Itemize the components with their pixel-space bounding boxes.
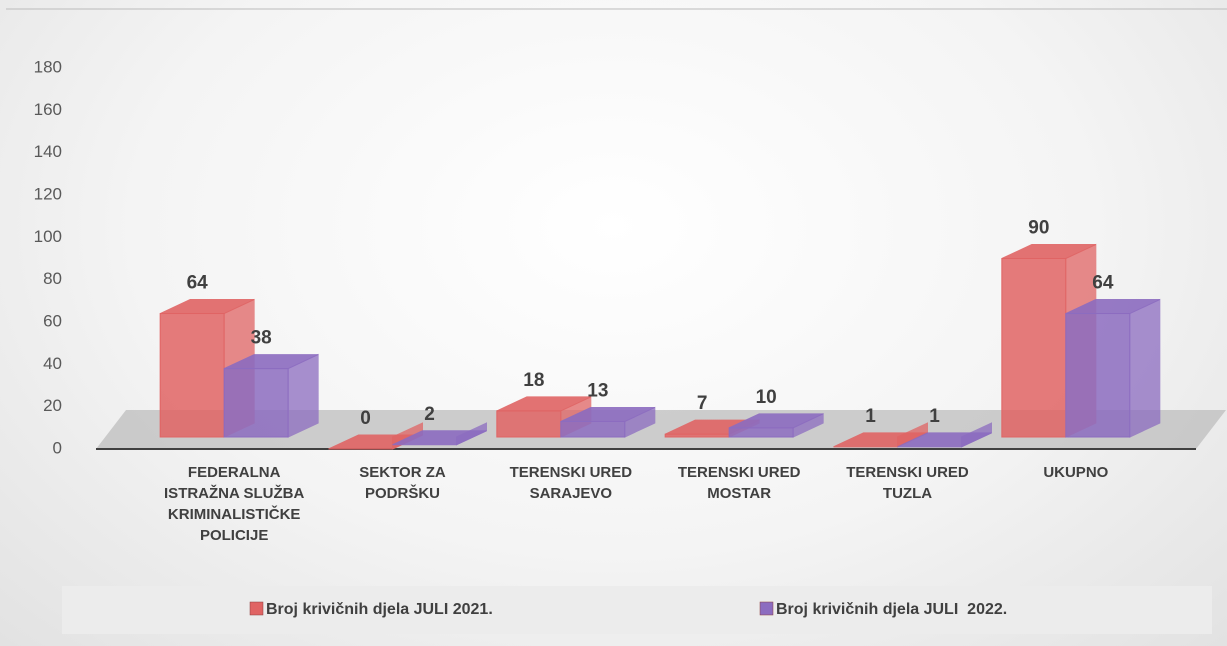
bar-side <box>1129 298 1161 438</box>
y-tick-label: 100 <box>34 227 62 246</box>
legend-box <box>62 586 1212 634</box>
bar <box>1065 313 1131 438</box>
y-tick-label: 0 <box>53 438 62 457</box>
x-tick-label: SEKTOR ZA PODRŠKU <box>359 464 446 502</box>
value-label: 18 <box>523 370 544 391</box>
y-tick-label: 160 <box>34 100 62 119</box>
bar <box>223 368 289 438</box>
value-label: 1 <box>929 406 940 427</box>
y-tick-label: 180 <box>34 57 62 76</box>
x-tick-label: TERENSKI URED TUZLA <box>846 464 969 502</box>
value-label: 64 <box>187 273 209 294</box>
legend-label: Broj krivičnih djela JULI 2022. <box>776 601 1007 618</box>
y-tick-label: 80 <box>43 269 62 288</box>
bar <box>664 433 730 438</box>
value-label: 90 <box>1028 218 1049 239</box>
bar <box>728 427 794 438</box>
x-tick-label: UKUPNO <box>1043 464 1109 481</box>
bar <box>1001 258 1067 438</box>
y-tick-label: 60 <box>43 311 62 330</box>
legend-swatch <box>759 601 774 616</box>
y-tick-label: 40 <box>43 354 62 373</box>
value-label: 7 <box>697 393 708 414</box>
bar <box>496 410 562 438</box>
y-tick-label: 20 <box>43 396 62 415</box>
bar <box>560 420 626 438</box>
value-label: 13 <box>587 380 608 401</box>
bar <box>159 313 225 438</box>
y-tick-label: 140 <box>34 142 62 161</box>
x-tick-label: TERENSKI URED SARAJEVO <box>509 464 633 502</box>
x-tick-label: TERENSKI URED MOSTAR <box>677 464 801 502</box>
value-label: 10 <box>756 387 777 408</box>
value-label: 0 <box>360 408 371 429</box>
bar-top <box>392 430 487 446</box>
value-label: 64 <box>1092 273 1114 294</box>
value-label: 1 <box>865 406 876 427</box>
value-label: 2 <box>424 404 435 425</box>
bar-top <box>897 432 992 448</box>
y-tick-label: 120 <box>34 184 62 203</box>
legend-label: Broj krivičnih djela JULI 2021. <box>266 601 493 618</box>
legend-swatch <box>249 601 264 616</box>
value-label: 38 <box>251 328 272 349</box>
x-tick-label: FEDERALNA ISTRAŽNA SLUŽBA KRIMINALISTIČK… <box>164 464 305 544</box>
